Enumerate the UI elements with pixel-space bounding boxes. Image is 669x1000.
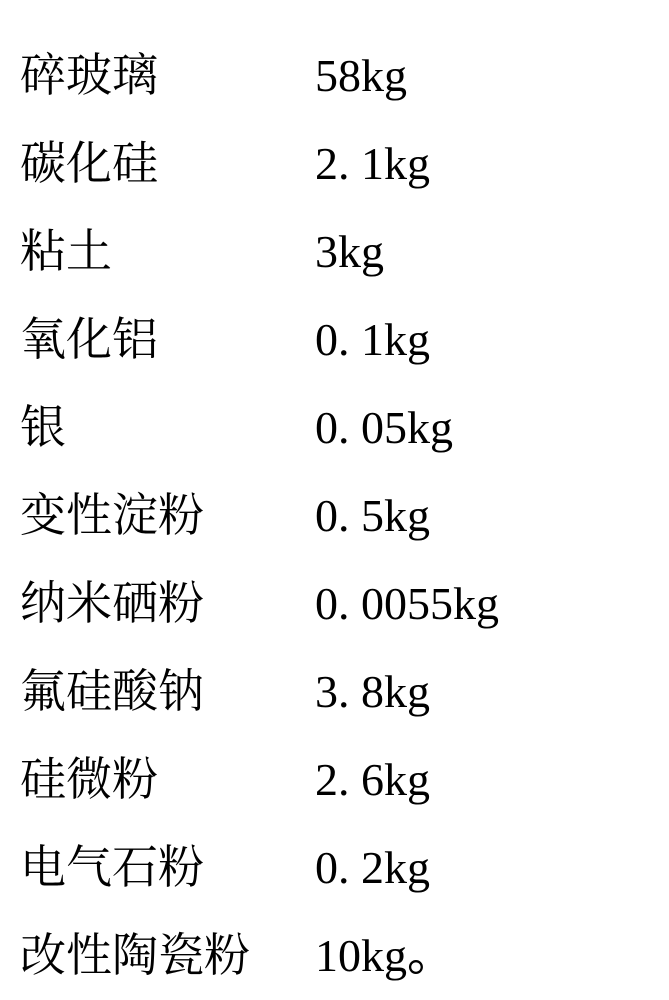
table-row: 硅微粉 2. 6kg	[20, 732, 669, 820]
table-row: 粘土 3kg	[20, 204, 669, 292]
ingredient-value: 2. 6kg	[315, 736, 430, 824]
ingredient-value: 10kg。	[315, 912, 453, 1000]
ingredient-label: 氟硅酸钠	[20, 644, 315, 732]
table-row: 碎玻璃 58kg	[20, 28, 669, 116]
ingredient-value: 0. 1kg	[315, 296, 430, 384]
ingredient-label: 电气石粉	[20, 820, 315, 908]
table-row: 氧化铝 0. 1kg	[20, 292, 669, 380]
ingredient-label: 变性淀粉	[20, 468, 315, 556]
ingredient-value: 0. 2kg	[315, 824, 430, 912]
table-row: 纳米硒粉 0. 0055kg	[20, 556, 669, 644]
ingredient-value: 0. 5kg	[315, 472, 430, 560]
ingredient-label: 氧化铝	[20, 292, 315, 380]
ingredient-value: 3. 8kg	[315, 648, 430, 736]
ingredient-value: 58kg	[315, 32, 407, 120]
ingredient-label: 纳米硒粉	[20, 556, 315, 644]
ingredient-value: 0. 0055kg	[315, 560, 499, 648]
ingredient-label: 碳化硅	[20, 116, 315, 204]
table-row: 电气石粉 0. 2kg	[20, 820, 669, 908]
ingredient-label: 改性陶瓷粉	[20, 908, 315, 996]
ingredients-list: 碎玻璃 58kg 碳化硅 2. 1kg 粘土 3kg 氧化铝 0. 1kg 银 …	[0, 0, 669, 996]
ingredient-value: 3kg	[315, 208, 384, 296]
table-row: 银 0. 05kg	[20, 380, 669, 468]
table-row: 氟硅酸钠 3. 8kg	[20, 644, 669, 732]
table-row: 改性陶瓷粉 10kg。	[20, 908, 669, 996]
ingredient-label: 硅微粉	[20, 732, 315, 820]
ingredient-label: 粘土	[20, 204, 315, 292]
ingredient-value: 2. 1kg	[315, 120, 430, 208]
table-row: 碳化硅 2. 1kg	[20, 116, 669, 204]
ingredient-label: 碎玻璃	[20, 28, 315, 116]
ingredient-value: 0. 05kg	[315, 384, 453, 472]
ingredient-label: 银	[20, 380, 315, 468]
table-row: 变性淀粉 0. 5kg	[20, 468, 669, 556]
